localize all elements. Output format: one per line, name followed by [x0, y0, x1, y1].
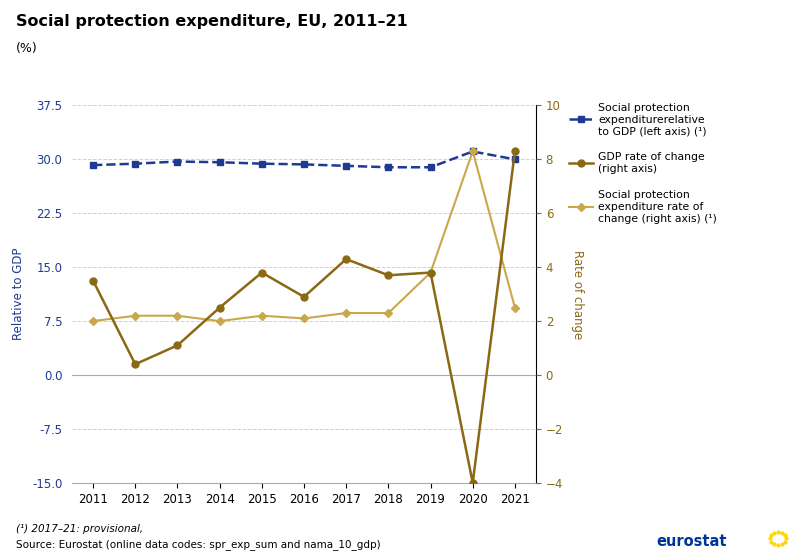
Text: (%): (%): [16, 42, 38, 54]
Y-axis label: Relative to GDP: Relative to GDP: [12, 248, 25, 340]
Text: (¹) 2017–21: provisional,: (¹) 2017–21: provisional,: [16, 524, 143, 534]
Text: Source: Eurostat (online data codes: spr_exp_sum and nama_10_gdp): Source: Eurostat (online data codes: spr…: [16, 539, 381, 551]
Legend: Social protection
expenditurerelative
to GDP (left axis) (¹), GDP rate of change: Social protection expenditurerelative to…: [566, 100, 720, 227]
Y-axis label: Rate of change: Rate of change: [571, 250, 584, 339]
Text: Social protection expenditure, EU, 2011–21: Social protection expenditure, EU, 2011–…: [16, 14, 408, 29]
Text: eurostat: eurostat: [656, 534, 726, 549]
